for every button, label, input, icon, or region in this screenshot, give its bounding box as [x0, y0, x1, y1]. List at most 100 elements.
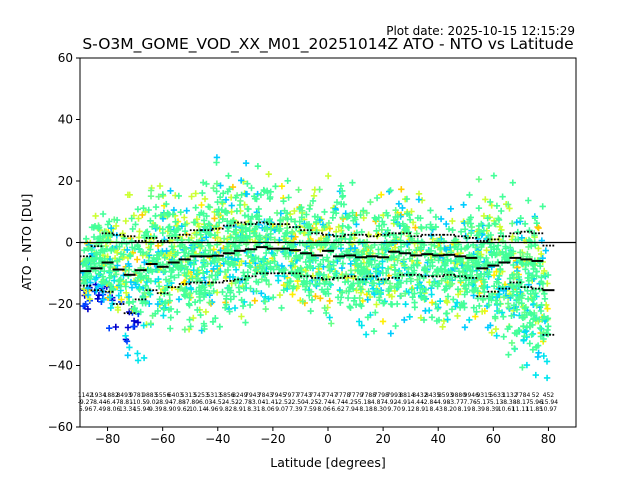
- sd-dot: [101, 290, 104, 293]
- sd-dot: [303, 229, 306, 232]
- bin-stat: -7.88: [170, 399, 186, 406]
- sd-dot: [178, 283, 181, 285]
- y-tick-label: −20: [48, 297, 73, 311]
- sd-dot: [149, 237, 151, 239]
- sd-dot: [196, 229, 199, 232]
- bin-stat: 8.18: [359, 406, 373, 413]
- sd-dot: [534, 287, 537, 290]
- sd-dot: [398, 232, 400, 235]
- bin-stat: 6403: [168, 392, 183, 399]
- sd-dot: [199, 229, 202, 232]
- sd-dot: [333, 277, 335, 279]
- bin-stat: -10.5: [131, 399, 147, 406]
- bin-stat: 8.39: [472, 406, 486, 413]
- sd-dot: [523, 230, 526, 233]
- sd-dot: [343, 235, 345, 238]
- bin-stat: 8.06: [261, 406, 275, 413]
- bin-stat: 7798: [374, 392, 389, 399]
- bin-stat: 8432: [412, 392, 427, 399]
- bin-stat: 5856: [219, 392, 234, 399]
- sd-dot: [138, 298, 140, 301]
- sd-dot: [427, 233, 430, 236]
- sd-dot: [145, 289, 148, 292]
- sd-dot: [383, 233, 386, 236]
- sd-dot: [442, 275, 444, 278]
- sd-dot: [512, 232, 515, 235]
- sd-dot: [215, 281, 217, 284]
- sd-dot: [442, 233, 444, 236]
- sd-dot: [552, 333, 555, 336]
- sd-dot: [314, 277, 317, 279]
- sd-dot: [409, 273, 411, 276]
- sd-dot: [549, 333, 551, 336]
- bin-stat: 8435: [425, 392, 440, 399]
- sd-dot: [534, 232, 537, 235]
- sd-dot: [366, 235, 368, 238]
- sd-dot: [347, 275, 350, 278]
- sd-dot: [387, 278, 389, 281]
- sd-dot: [409, 232, 411, 235]
- sd-dot: [369, 235, 372, 238]
- bin-stat: -2.78: [236, 399, 252, 406]
- sd-dot: [123, 312, 126, 315]
- bin-stat: 7843: [258, 392, 273, 399]
- bin-stat: -9.02: [144, 399, 160, 406]
- bin-stat: 9.12: [402, 406, 416, 413]
- sd-dot: [177, 237, 180, 239]
- sd-dot: [127, 235, 129, 238]
- sd-dot: [332, 278, 334, 281]
- bin-stat: 52: [532, 392, 540, 399]
- sd-dot: [464, 235, 467, 238]
- sd-dot: [332, 233, 334, 236]
- x-tick-label: −60: [150, 432, 175, 446]
- sd-dot: [321, 277, 323, 279]
- sd-dot: [93, 245, 96, 248]
- sd-dot: [311, 277, 313, 279]
- sd-dot: [443, 273, 446, 276]
- sd-dot: [405, 273, 408, 276]
- sd-dot: [410, 235, 413, 238]
- sd-dot: [185, 283, 188, 285]
- bin-stat: -8.17: [514, 399, 530, 406]
- sd-dot: [516, 232, 518, 235]
- sd-dot: [402, 273, 405, 276]
- sd-dot: [244, 223, 247, 225]
- sd-dot: [490, 290, 493, 293]
- sd-dot: [530, 286, 533, 288]
- sd-dot: [112, 303, 115, 305]
- sd-dot: [116, 233, 118, 236]
- mean-markers: [80, 221, 555, 336]
- sd-dot: [541, 232, 544, 235]
- sd-dot: [281, 272, 284, 275]
- sd-dot: [487, 290, 490, 293]
- sd-dot: [394, 232, 397, 235]
- sd-dot: [306, 229, 309, 232]
- sd-dot: [380, 278, 383, 281]
- sd-dot: [237, 221, 239, 224]
- x-tick-label: 60: [486, 432, 501, 446]
- sd-dot: [82, 284, 85, 287]
- sd-dot: [377, 233, 379, 236]
- sd-dot: [298, 226, 301, 228]
- sd-dot: [355, 278, 357, 281]
- sd-dot: [200, 281, 203, 284]
- sd-dot: [333, 235, 335, 238]
- sd-dot: [284, 272, 287, 275]
- sd-dot: [394, 277, 397, 279]
- sd-dot: [421, 275, 424, 278]
- sd-dot: [270, 223, 273, 225]
- bin-stat: 1142: [78, 392, 93, 399]
- sd-dot: [542, 333, 545, 336]
- sd-dot: [487, 238, 490, 241]
- bin-stat: -2.52: [276, 399, 292, 406]
- bin-stat: 8593: [438, 392, 453, 399]
- bin-stat: 8.20: [444, 406, 458, 413]
- bin-stat: 13.34: [119, 406, 136, 413]
- sd-dot: [424, 275, 427, 278]
- sd-dot: [193, 281, 195, 284]
- sd-dot: [398, 277, 400, 279]
- bin-stat: 9.70: [387, 406, 401, 413]
- sd-dot: [259, 221, 262, 224]
- x-tick-label: 80: [541, 432, 556, 446]
- sd-dot: [453, 233, 455, 236]
